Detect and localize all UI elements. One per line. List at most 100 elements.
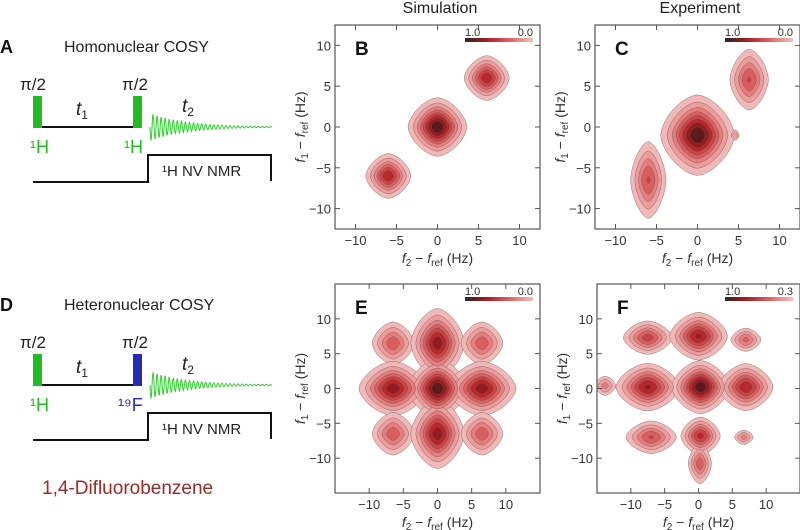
- y-tick-label: −5: [576, 161, 591, 176]
- contour-peak-2: [481, 72, 493, 84]
- t2-label: t2: [182, 354, 194, 377]
- contour-peak-0: [646, 176, 651, 185]
- label-part: 2: [666, 258, 672, 269]
- y-tick-label: 0: [586, 382, 593, 397]
- x-tick-label: 10: [772, 233, 786, 248]
- label-part: 2: [406, 522, 412, 530]
- x-tick-label: 10: [759, 497, 773, 512]
- contour-layer: [630, 48, 769, 219]
- y-tick-label: −5: [578, 416, 593, 431]
- label-part: 1: [300, 153, 311, 159]
- colorbar-min-label: 0.0: [778, 27, 793, 39]
- contour-peak-3: [386, 383, 400, 394]
- label-part: (Hz): [554, 353, 570, 383]
- y-tick-label: 0: [324, 120, 331, 135]
- label-part: (Hz): [292, 91, 308, 121]
- y-axis-label: f1 − fref (Hz): [292, 353, 311, 424]
- contour-peak-5: [694, 381, 707, 393]
- label-part: f: [402, 250, 408, 266]
- y-tick-label: 0: [324, 382, 331, 397]
- y-tick-label: 10: [317, 312, 331, 327]
- label-part: (Hz): [443, 514, 473, 530]
- y-tick-label: −10: [309, 202, 331, 217]
- label-part: f: [427, 514, 433, 530]
- detection-label: ¹H NV NMR: [162, 421, 241, 438]
- label-part: −: [411, 514, 427, 530]
- colorbar-min-label: 0.0: [518, 27, 533, 39]
- label-part: f: [292, 393, 308, 399]
- y-tick-label: 10: [317, 38, 331, 53]
- contour-layer: [358, 308, 517, 469]
- contour-peak-1: [432, 336, 443, 351]
- experiment-title: Experiment: [660, 0, 741, 17]
- label-part: 1: [562, 414, 573, 420]
- fid-signal: [149, 114, 273, 141]
- pulse2-bar: [133, 96, 142, 128]
- homonuclear-title: Homonuclear COSY: [64, 39, 209, 56]
- label-part: −: [552, 137, 568, 153]
- t2-label: t2: [182, 96, 194, 119]
- label-part: f: [292, 131, 308, 137]
- contour-peak-1: [431, 120, 444, 134]
- label-part: f: [662, 250, 668, 266]
- label-part: f: [688, 514, 694, 530]
- pulse2-nucleus: ¹⁹F: [118, 395, 143, 415]
- colorbar: [465, 297, 533, 301]
- label-part: f: [687, 250, 693, 266]
- y-tick-label: 10: [579, 312, 593, 327]
- pulse2-angle: π/2: [122, 333, 148, 352]
- x-tick-label: 5: [475, 233, 482, 248]
- y-tick-label: 5: [324, 79, 331, 94]
- pulse2-angle: π/2: [122, 75, 148, 94]
- contour-peak-8: [697, 432, 705, 440]
- colorbar-max-label: 1.0: [725, 27, 740, 39]
- panel-label-a: A: [0, 37, 13, 57]
- label-part: −: [671, 250, 687, 266]
- panel-label-f: F: [617, 298, 629, 319]
- heteronuclear-title: Heteronuclear COSY: [64, 297, 215, 314]
- y-axis-label: f1 − fref (Hz): [554, 353, 573, 424]
- y-tick-label: 5: [584, 79, 591, 94]
- x-tick-label: −10: [344, 233, 366, 248]
- label-part: −: [411, 250, 427, 266]
- label-part: (Hz): [443, 250, 473, 266]
- label-part: −: [292, 137, 308, 153]
- label-part: f: [554, 418, 570, 424]
- panel-label-b: B: [355, 39, 369, 60]
- colorbar-max-label: 1.0: [465, 286, 480, 298]
- label-part: (Hz): [704, 514, 734, 530]
- x-tick-label: 10: [499, 497, 513, 512]
- pulse2-nucleus: ¹H: [124, 137, 143, 157]
- contour-layer: [597, 312, 774, 484]
- simulation-title: Simulation: [403, 0, 478, 17]
- x-tick-label: −10: [604, 233, 626, 248]
- contour-peak-5: [475, 383, 489, 394]
- contour-peak-2: [747, 76, 752, 83]
- x-axis-label: f2 − fref (Hz): [663, 514, 734, 530]
- y-tick-label: 0: [584, 120, 591, 135]
- x-tick-label: −5: [657, 497, 672, 512]
- panel-label-e: E: [355, 298, 368, 319]
- label-part: f: [552, 157, 568, 163]
- t1-label: t1: [76, 357, 88, 380]
- label-part: (Hz): [703, 250, 733, 266]
- x-tick-label: −5: [649, 233, 664, 248]
- label-part: ref: [692, 522, 704, 530]
- label-part: −: [554, 399, 570, 415]
- fid-signal: [149, 372, 273, 399]
- x-tick-label: 0: [434, 233, 441, 248]
- label-part: f: [663, 514, 669, 530]
- label-part: f: [292, 157, 308, 163]
- x-tick-label: 0: [434, 497, 441, 512]
- detection-label: ¹H NV NMR: [162, 163, 241, 180]
- contour-peak-7: [648, 435, 654, 440]
- contour-peak-1: [695, 333, 702, 340]
- colorbar-max-label: 1.0: [725, 286, 740, 298]
- x-tick-label: −5: [389, 233, 404, 248]
- label-part: 1: [300, 414, 311, 420]
- label-part: f: [402, 514, 408, 530]
- contour-peak-6: [386, 426, 400, 441]
